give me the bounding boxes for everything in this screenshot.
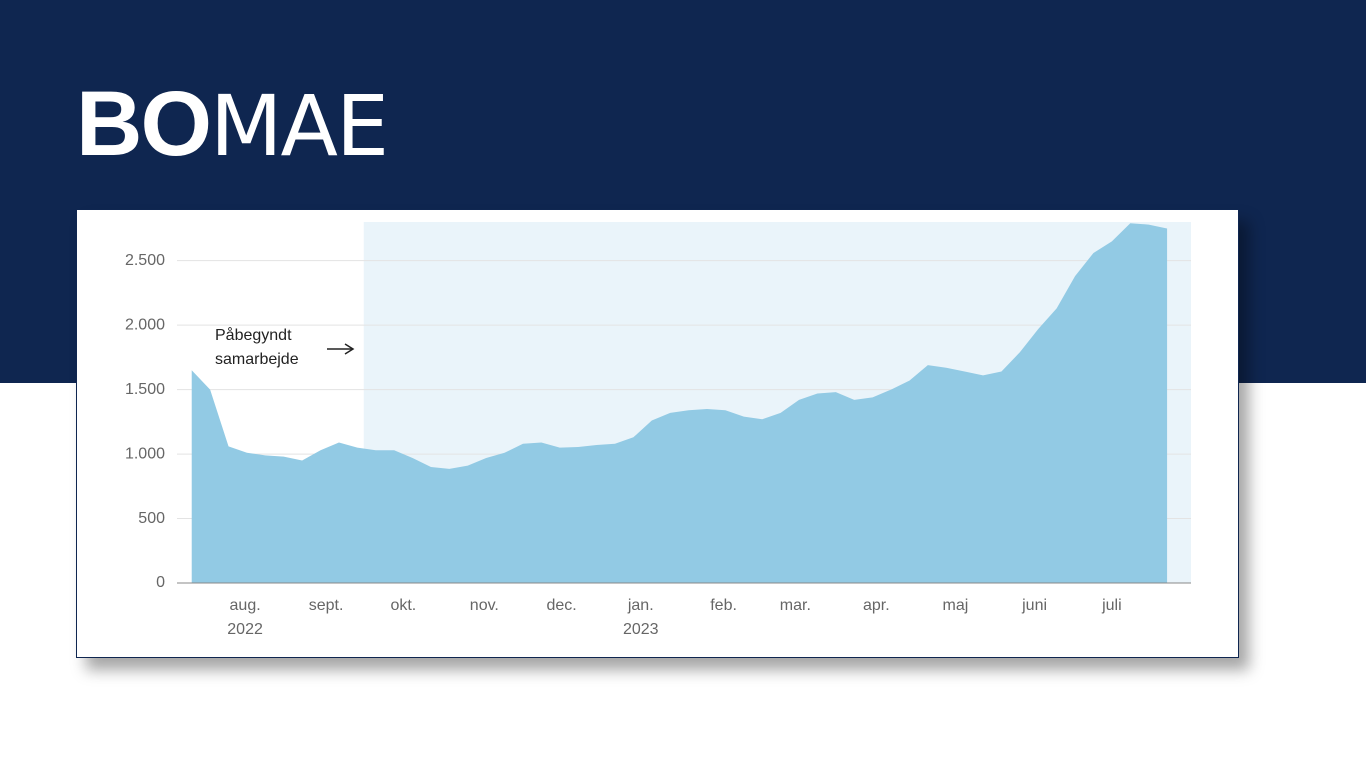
year-label: 2022 (227, 621, 263, 638)
annotation-text: Påbegyndt (215, 326, 292, 344)
y-tick-label: 2.500 (125, 252, 165, 269)
x-tick-label: juni (1021, 597, 1047, 614)
y-tick-label: 0 (156, 574, 165, 591)
x-tick-label: apr. (863, 597, 890, 614)
area (191, 223, 1168, 583)
logo-light: MAE (210, 77, 389, 175)
x-tick-label: aug. (230, 597, 261, 614)
x-tick-label: mar. (780, 597, 811, 614)
logo-bold: BO (76, 73, 212, 175)
y-tick-label: 2.000 (125, 316, 165, 333)
x-tick-label: dec. (546, 597, 576, 614)
x-tick-label: sept. (309, 597, 344, 614)
annotation-text: samarbejde (215, 351, 299, 368)
x-tick-label: feb. (710, 597, 737, 614)
year-label: 2023 (623, 621, 659, 638)
y-tick-label: 1.500 (125, 381, 165, 398)
x-tick-label: okt. (390, 597, 416, 614)
x-tick-label: nov. (470, 597, 499, 614)
x-tick-label: maj (943, 597, 969, 614)
x-tick-label: jan. (627, 597, 654, 614)
y-tick-label: 1.000 (125, 445, 165, 462)
chart: 0 500 1.000 1.500 2.000 2.500 aug. sept. okt. nov… (125, 222, 1192, 638)
logo: BOMAE (76, 78, 389, 170)
y-tick-label: 500 (138, 510, 165, 527)
chart-card: 0 500 1.000 1.500 2.000 2.500 aug. sept. okt. nov… (76, 209, 1239, 658)
annotation-arrowhead (344, 343, 355, 355)
x-tick-label: juli (1101, 597, 1122, 614)
